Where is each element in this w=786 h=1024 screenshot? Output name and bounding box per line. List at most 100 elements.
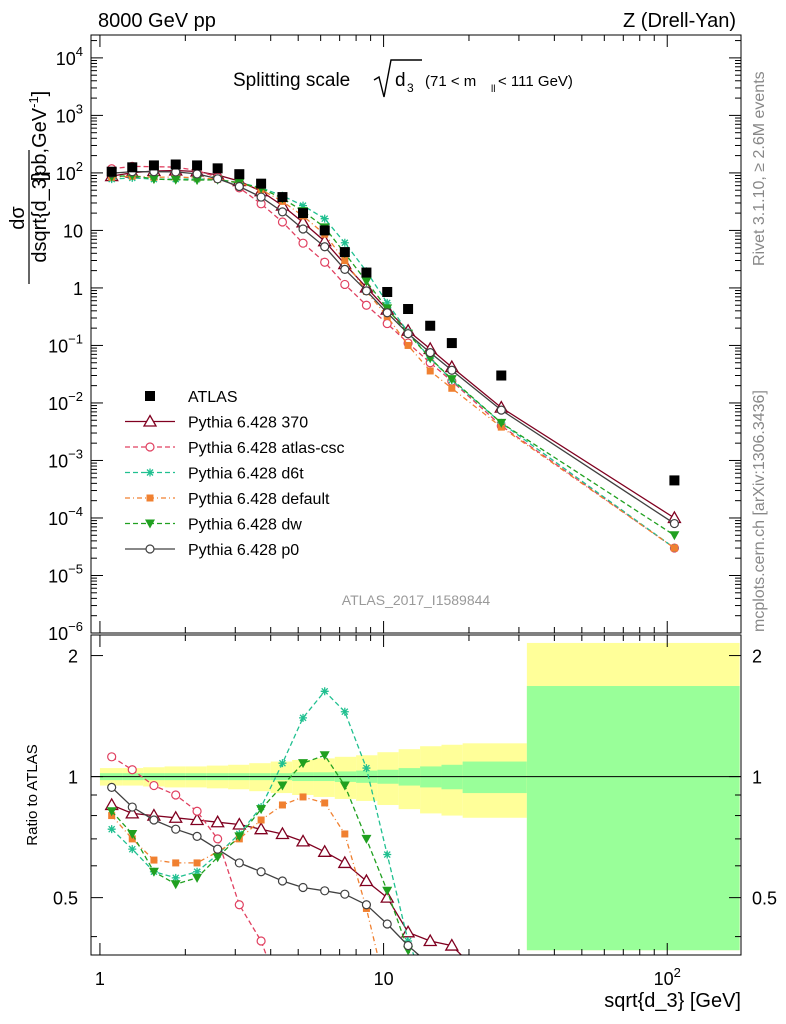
data-point-marker [213,834,223,844]
data-point-marker [275,826,290,840]
data-point-marker [340,707,349,716]
data-point-marker [256,805,267,815]
data-point-marker [339,247,350,258]
data-point-marker [146,468,154,477]
data-point-marker [277,192,288,203]
title-sqrt-subscript: 3 [407,81,414,95]
data-point-marker [320,257,330,267]
data-point-marker [298,208,309,219]
main-panel-series [104,159,682,553]
data-point-marker [171,873,180,882]
data-point-marker [192,831,202,842]
main-y-axis-label: dσ dsqrt{d_3} [pb,GeV-1] [7,91,51,284]
main-y-tick-label: 10−2 [48,389,83,414]
data-point-marker [669,531,680,541]
data-point-marker [170,159,181,170]
data-point-marker [256,936,266,946]
data-point-marker [213,174,223,184]
stat-uncertainty-band [526,686,740,951]
data-point-marker [670,544,678,552]
data-point-marker [170,880,181,890]
data-point-marker [125,806,140,819]
data-point-marker [317,844,332,857]
ratio-y-axis-label: Ratio to ATLAS [24,744,41,845]
main-y-tick-label: 10−1 [48,331,83,356]
legend-entry: Pythia 6.428 p0 [125,542,299,559]
data-point-marker [361,267,372,278]
data-point-marker [340,889,350,899]
data-point-marker [234,832,245,842]
data-point-marker [171,790,181,800]
data-point-marker [106,166,117,177]
data-point-marker [171,824,181,834]
data-point-marker [149,780,159,791]
data-point-marker [278,801,286,809]
data-point-marker [234,900,244,910]
analysis-watermark: ATLAS_2017_I1589844 [342,592,491,608]
ratio-y-tick-label-right: 0.5 [752,889,777,909]
data-point-marker [383,850,392,859]
data-point-marker [319,225,330,236]
data-point-marker [210,814,225,828]
data-point-marker [340,264,350,275]
data-point-marker [192,806,202,816]
data-point-marker [170,175,181,185]
data-point-marker [423,933,438,947]
ratio-y-tick-label: 1 [68,768,78,788]
main-y-tick-label: 104 [56,44,83,69]
data-point-marker [496,370,507,381]
series-ratio-line [111,804,463,955]
data-point-marker [426,961,434,969]
axis-tick-labels: 1 10 10210410310210110−110−210−310−410−510… [48,44,777,989]
data-point-marker [192,176,203,186]
data-point-marker [145,391,155,401]
data-point-marker [142,414,158,427]
data-point-marker [193,867,202,876]
data-point-marker [446,338,457,349]
data-point-marker [277,876,288,886]
data-point-marker [257,816,265,824]
data-point-marker [256,867,266,877]
x-tick-label: 102 [654,965,681,989]
data-point-marker [277,781,288,791]
data-point-marker [145,544,155,554]
data-point-marker [107,752,117,762]
rivet-version-text: Rivet 3.1.10, ≥ 2.6M events [751,71,768,266]
series-2-ratio [107,687,415,955]
legend-label: Pythia 6.428 atlas-csc [188,440,345,457]
legend-label: Pythia 6.428 default [188,491,330,508]
data-point-marker [361,300,372,310]
data-point-marker [337,855,352,869]
data-point-marker [447,365,457,375]
data-point-marker [299,713,308,722]
title-mass-range-post: < 111 GeV) [498,73,573,90]
data-point-marker [295,834,311,847]
data-point-marker [425,348,435,358]
data-point-marker [213,844,223,854]
data-point-marker [361,277,372,287]
data-point-marker [319,751,330,761]
data-point-marker [148,867,159,877]
data-point-marker [234,858,244,868]
data-point-marker [320,687,329,696]
title-sqrt-symbol: d [395,70,406,91]
legend-entry: ATLAS [145,389,238,406]
data-point-marker [669,518,680,529]
data-point-marker [299,201,308,210]
ratio-uncertainty-bands [99,642,740,951]
data-point-marker [361,834,372,844]
data-point-marker [192,169,202,179]
legend-entry: Pythia 6.428 370 [125,414,308,432]
data-point-marker [253,821,269,835]
data-point-marker [277,207,288,217]
data-point-marker [382,286,393,297]
data-point-marker [128,845,137,854]
data-point-marker [320,886,330,896]
title-sqrt-sign [373,59,422,98]
main-y-tick-label: 10−6 [48,619,83,644]
legend-entry: Pythia 6.428 default [125,491,330,508]
data-point-marker [404,341,412,349]
data-point-marker [146,494,154,502]
data-point-marker [189,812,205,826]
series-5-main [107,167,680,529]
